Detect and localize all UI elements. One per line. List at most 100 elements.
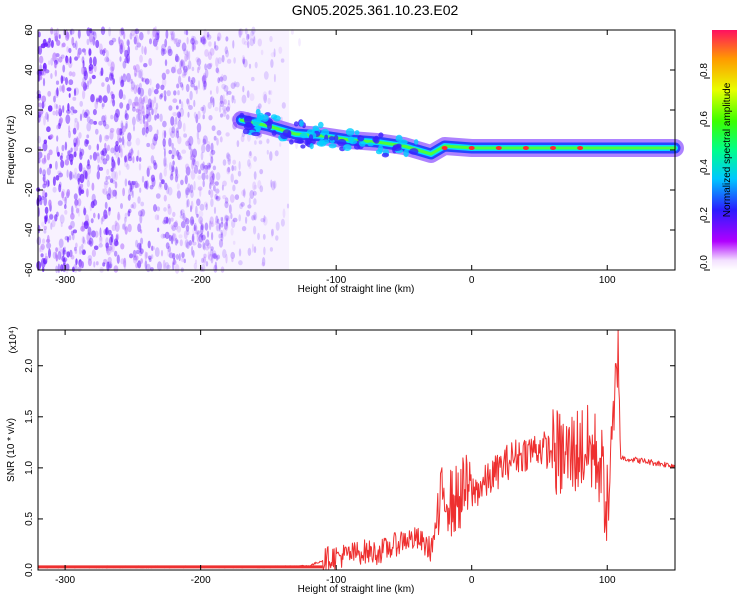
noise-speckle <box>224 197 229 204</box>
noise-speckle <box>91 74 96 80</box>
noise-speckle <box>204 63 208 71</box>
noise-speckle <box>176 239 179 244</box>
noise-speckle <box>121 46 125 53</box>
noise-speckle <box>200 151 204 161</box>
noise-speckle <box>97 213 100 220</box>
noise-speckle <box>215 188 220 194</box>
noise-speckle <box>189 216 195 226</box>
noise-speckle <box>112 189 117 197</box>
noise-speckle <box>117 133 121 143</box>
colorbar-ticks: 0.0 0.2 0.4 0.6 0.8 <box>699 63 710 271</box>
noise-speckle <box>81 81 85 88</box>
noise-speckle <box>210 149 216 155</box>
noise-speckle <box>190 205 192 213</box>
spectrogram-noise-layer <box>36 26 301 274</box>
noise-speckle <box>221 216 224 225</box>
noise-speckle <box>82 89 86 100</box>
noise-speckle <box>46 113 50 123</box>
noise-speckle <box>172 160 175 166</box>
noise-speckle <box>175 42 181 48</box>
noise-speckle <box>67 150 72 156</box>
noise-speckle <box>201 35 207 46</box>
noise-speckle <box>116 254 120 264</box>
noise-speckle <box>140 258 144 264</box>
noise-speckle <box>170 235 174 245</box>
noise-speckle <box>171 225 176 232</box>
noise-speckle <box>41 101 45 109</box>
noise-speckle <box>99 43 103 53</box>
noise-speckle <box>215 215 219 224</box>
noise-speckle <box>139 248 144 255</box>
noise-speckle <box>91 249 96 257</box>
noise-speckle <box>133 125 135 132</box>
noise-speckle <box>241 189 246 196</box>
noise-speckle <box>251 76 255 82</box>
noise-speckle <box>248 162 252 169</box>
noise-speckle <box>79 245 82 255</box>
noise-speckle <box>154 114 157 121</box>
noise-speckle <box>167 186 173 196</box>
noise-speckle <box>227 215 231 222</box>
noise-speckle <box>74 248 78 254</box>
noise-speckle <box>202 241 205 250</box>
noise-speckle <box>208 220 212 231</box>
noise-speckle <box>180 221 186 229</box>
noise-speckle <box>44 252 48 260</box>
noise-speckle <box>86 163 91 170</box>
noise-speckle <box>218 105 222 113</box>
noise-speckle <box>173 122 176 127</box>
noise-speckle <box>89 154 93 160</box>
noise-speckle <box>39 167 42 175</box>
noise-speckle <box>248 34 252 40</box>
noise-speckle <box>188 50 191 61</box>
noise-speckle <box>216 130 222 136</box>
noise-speckle <box>105 135 110 140</box>
noise-speckle <box>207 102 212 109</box>
noise-speckle <box>135 29 138 35</box>
noise-speckle <box>124 216 127 223</box>
noise-speckle <box>233 165 237 171</box>
noise-speckle <box>172 252 176 260</box>
noise-speckle <box>211 250 217 260</box>
noise-speckle <box>135 239 139 248</box>
noise-speckle <box>214 261 218 271</box>
noise-speckle <box>196 231 199 242</box>
snr-plot-area <box>38 330 675 570</box>
noise-speckle <box>238 248 242 257</box>
snr-x-label: Height of straight line (km) <box>298 584 415 595</box>
noise-speckle <box>190 80 193 85</box>
noise-speckle <box>250 30 255 36</box>
noise-speckle <box>40 253 44 258</box>
noise-speckle <box>138 102 143 112</box>
noise-speckle <box>241 226 247 232</box>
noise-speckle <box>220 231 223 239</box>
track-peak <box>522 146 529 150</box>
noise-speckle <box>146 142 151 148</box>
noise-speckle <box>254 61 258 69</box>
noise-speckle <box>65 114 71 125</box>
noise-speckle <box>181 257 185 263</box>
noise-speckle <box>220 221 224 228</box>
noise-speckle <box>170 217 174 222</box>
noise-speckle <box>174 55 180 63</box>
noise-speckle <box>130 87 135 92</box>
noise-speckle <box>111 93 115 100</box>
noise-speckle <box>156 32 159 43</box>
noise-speckle <box>182 71 186 77</box>
noise-speckle <box>108 207 111 212</box>
noise-speckle <box>191 233 195 243</box>
noise-speckle <box>281 102 286 109</box>
snr-y-ticks: 0.0 0.5 1.0 1.5 2.0 <box>24 358 675 577</box>
noise-speckle <box>79 147 82 158</box>
noise-speckle <box>193 224 196 231</box>
noise-speckle <box>130 79 133 84</box>
noise-speckle <box>46 153 51 161</box>
noise-speckle <box>41 195 45 201</box>
noise-speckle <box>45 41 51 48</box>
noise-speckle <box>163 207 167 212</box>
noise-speckle <box>273 73 276 83</box>
noise-speckle <box>89 56 93 66</box>
noise-speckle <box>94 230 99 238</box>
noise-speckle <box>209 96 213 104</box>
noise-speckle <box>48 214 54 220</box>
